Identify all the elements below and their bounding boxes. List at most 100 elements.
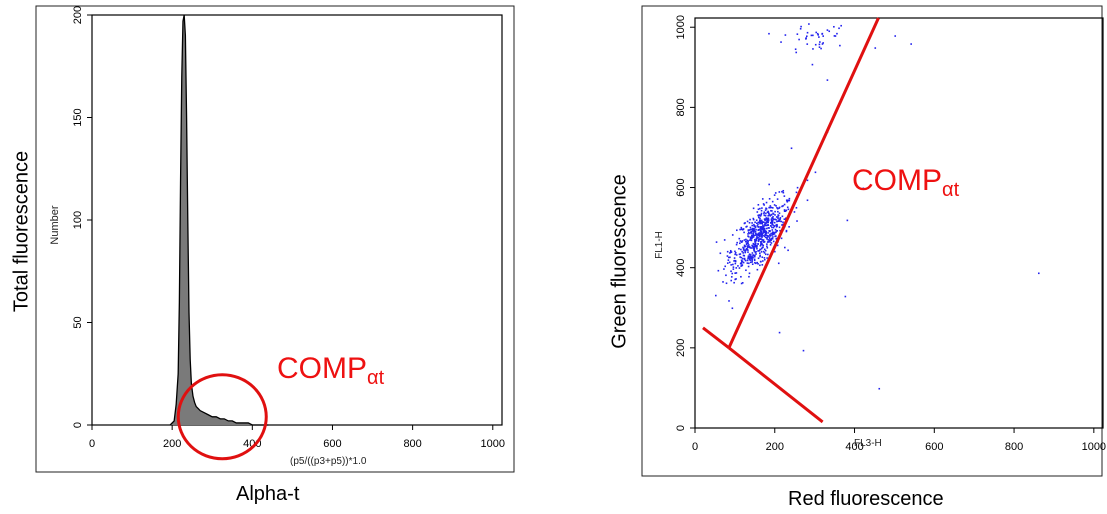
scatter-point <box>761 227 764 229</box>
scatter-point <box>774 250 776 253</box>
scatter-point <box>794 48 797 51</box>
scatter-point <box>751 245 754 248</box>
scatter-point <box>742 246 744 249</box>
scatter-point <box>749 257 752 259</box>
scatter-point <box>747 235 749 237</box>
scatter-point <box>771 207 774 209</box>
histogram-x-tick-label: 800 <box>403 438 421 450</box>
scatter-point <box>755 239 758 242</box>
scatter-point <box>767 212 770 214</box>
scatter-point <box>767 239 770 241</box>
scatter-point <box>747 251 749 253</box>
scatter-point <box>771 237 774 240</box>
scatter-point <box>776 244 779 247</box>
scatter-point <box>740 248 742 251</box>
scatter-point <box>741 228 744 231</box>
scatter-point <box>743 231 745 234</box>
scatter-y-tick-label: 0 <box>675 425 687 431</box>
scatter-point <box>733 257 736 259</box>
scatter-point <box>761 198 764 200</box>
scatter-point <box>739 253 742 255</box>
scatter-point <box>783 195 786 197</box>
comp-annotation: COMPαt <box>852 164 960 201</box>
scatter-point <box>734 253 736 256</box>
scatter-point <box>753 229 756 232</box>
scatter-point <box>739 240 742 242</box>
scatter-point <box>742 252 744 254</box>
scatter-point <box>771 216 773 219</box>
scatter-point <box>775 216 778 218</box>
scatter-point <box>777 220 779 222</box>
histogram-y-tick-label: 200 <box>72 6 84 24</box>
scatter-point <box>749 218 751 221</box>
histogram-inner-ylabel: Number <box>49 205 61 244</box>
scatter-point <box>734 252 737 254</box>
scatter-point <box>719 252 722 255</box>
scatter-inner-xlabel: FL3-H <box>854 438 882 449</box>
scatter-point <box>761 236 763 238</box>
scatter-point <box>777 262 780 265</box>
scatter-point <box>729 251 732 254</box>
scatter-point <box>777 214 779 216</box>
scatter-point <box>747 257 749 260</box>
scatter-point <box>765 218 767 220</box>
scatter-point <box>748 244 750 246</box>
scatter-point <box>736 241 738 244</box>
scatter-point <box>806 179 809 182</box>
scatter-point <box>782 205 784 207</box>
scatter-point <box>730 264 732 266</box>
scatter-point <box>846 219 849 222</box>
scatter-point <box>782 189 785 192</box>
scatter-point <box>768 214 771 216</box>
scatter-point <box>728 300 730 302</box>
scatter-point <box>878 387 881 390</box>
scatter-point <box>757 262 759 265</box>
scatter-point <box>750 230 753 233</box>
scatter-point <box>759 207 761 210</box>
scatter-point <box>759 217 761 220</box>
scatter-point <box>810 34 813 37</box>
scatter-point <box>862 187 865 190</box>
scatter-point <box>773 221 776 224</box>
scatter-point <box>754 241 756 243</box>
scatter-point <box>735 272 738 274</box>
scatter-point <box>765 224 768 227</box>
scatter-x-tick-label: 400 <box>845 441 863 453</box>
scatter-point <box>757 221 760 224</box>
scatter-point <box>758 238 760 241</box>
gate-line <box>727 17 880 349</box>
scatter-point <box>748 246 751 248</box>
scatter-point <box>795 191 798 194</box>
scatter-point <box>785 230 788 233</box>
scatter-point <box>759 215 762 217</box>
scatter-point <box>767 235 769 238</box>
scatter-point <box>734 250 736 253</box>
scatter-point <box>767 232 769 234</box>
scatter-point <box>783 209 786 211</box>
scatter-point <box>816 32 819 35</box>
scatter-point <box>812 48 814 50</box>
scatter-point <box>755 228 757 231</box>
scatter-point <box>740 282 743 285</box>
scatter-point <box>770 221 773 224</box>
scatter-point <box>762 244 765 247</box>
scatter-point <box>732 268 735 270</box>
scatter-point <box>764 253 767 256</box>
scatter-point <box>762 226 765 228</box>
scatter-point <box>782 191 785 194</box>
histogram-outer-ylabel: Total fluorescence <box>10 150 33 313</box>
scatter-point <box>753 243 756 246</box>
scatter-point <box>749 228 752 231</box>
histogram-chart: 0 200 400 600 800 1000050100150200(p5/((p3+p5… <box>35 5 515 473</box>
scatter-point <box>780 41 782 43</box>
scatter-point <box>751 224 754 227</box>
scatter-point <box>747 256 750 259</box>
scatter-point <box>759 244 762 247</box>
scatter-point <box>739 262 742 265</box>
scatter-point <box>756 225 759 227</box>
scatter-point <box>773 194 776 196</box>
scatter-point <box>752 234 754 237</box>
scatter-point <box>748 275 750 278</box>
scatter-point <box>772 236 774 238</box>
scatter-point <box>730 270 732 273</box>
